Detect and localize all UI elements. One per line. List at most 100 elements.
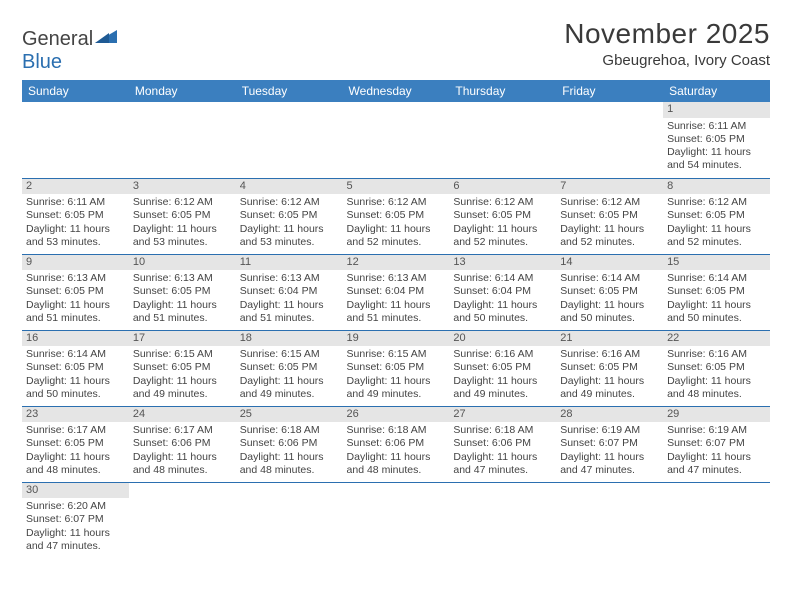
sunset-line: Sunset: 6:06 PM — [453, 437, 552, 450]
calendar-day-cell: 9Sunrise: 6:13 AMSunset: 6:05 PMDaylight… — [22, 254, 129, 330]
logo-text: GeneralBlue — [22, 28, 117, 74]
calendar-day-cell: 20Sunrise: 6:16 AMSunset: 6:05 PMDayligh… — [449, 330, 556, 406]
sunset-line: Sunset: 6:06 PM — [347, 437, 446, 450]
day-number: 13 — [449, 255, 556, 271]
day-number: 8 — [663, 179, 770, 195]
calendar-day-cell: 23Sunrise: 6:17 AMSunset: 6:05 PMDayligh… — [22, 406, 129, 482]
daylight-line: Daylight: 11 hours and 50 minutes. — [26, 375, 125, 401]
day-details: Sunrise: 6:14 AMSunset: 6:04 PMDaylight:… — [449, 270, 556, 328]
calendar-empty-cell — [663, 482, 770, 558]
sunrise-line: Sunrise: 6:17 AM — [26, 424, 125, 437]
day-details: Sunrise: 6:19 AMSunset: 6:07 PMDaylight:… — [663, 422, 770, 480]
header: GeneralBlue November 2025 Gbeugrehoa, Iv… — [22, 18, 770, 74]
sunset-line: Sunset: 6:06 PM — [133, 437, 232, 450]
calendar-day-cell: 19Sunrise: 6:15 AMSunset: 6:05 PMDayligh… — [343, 330, 450, 406]
calendar-day-cell: 26Sunrise: 6:18 AMSunset: 6:06 PMDayligh… — [343, 406, 450, 482]
sunrise-line: Sunrise: 6:13 AM — [133, 272, 232, 285]
calendar-empty-cell — [236, 102, 343, 178]
day-number: 19 — [343, 331, 450, 347]
day-number: 5 — [343, 179, 450, 195]
sunrise-line: Sunrise: 6:15 AM — [240, 348, 339, 361]
sunrise-line: Sunrise: 6:14 AM — [667, 272, 766, 285]
calendar-day-cell: 29Sunrise: 6:19 AMSunset: 6:07 PMDayligh… — [663, 406, 770, 482]
calendar-day-cell: 6Sunrise: 6:12 AMSunset: 6:05 PMDaylight… — [449, 178, 556, 254]
sunset-line: Sunset: 6:05 PM — [26, 437, 125, 450]
day-number: 20 — [449, 331, 556, 347]
day-details: Sunrise: 6:12 AMSunset: 6:05 PMDaylight:… — [343, 194, 450, 252]
sunrise-line: Sunrise: 6:16 AM — [667, 348, 766, 361]
day-details: Sunrise: 6:12 AMSunset: 6:05 PMDaylight:… — [663, 194, 770, 252]
day-details: Sunrise: 6:14 AMSunset: 6:05 PMDaylight:… — [556, 270, 663, 328]
daylight-line: Daylight: 11 hours and 48 minutes. — [133, 451, 232, 477]
sunset-line: Sunset: 6:05 PM — [560, 209, 659, 222]
calendar-day-cell: 11Sunrise: 6:13 AMSunset: 6:04 PMDayligh… — [236, 254, 343, 330]
sunset-line: Sunset: 6:05 PM — [347, 361, 446, 374]
daylight-line: Daylight: 11 hours and 49 minutes. — [133, 375, 232, 401]
sunrise-line: Sunrise: 6:13 AM — [347, 272, 446, 285]
daylight-line: Daylight: 11 hours and 51 minutes. — [133, 299, 232, 325]
sunset-line: Sunset: 6:05 PM — [453, 361, 552, 374]
sunset-line: Sunset: 6:04 PM — [347, 285, 446, 298]
daylight-line: Daylight: 11 hours and 49 minutes. — [453, 375, 552, 401]
day-details: Sunrise: 6:13 AMSunset: 6:04 PMDaylight:… — [343, 270, 450, 328]
daylight-line: Daylight: 11 hours and 52 minutes. — [453, 223, 552, 249]
daylight-line: Daylight: 11 hours and 47 minutes. — [667, 451, 766, 477]
calendar-day-cell: 25Sunrise: 6:18 AMSunset: 6:06 PMDayligh… — [236, 406, 343, 482]
sunrise-line: Sunrise: 6:11 AM — [26, 196, 125, 209]
daylight-line: Daylight: 11 hours and 51 minutes. — [26, 299, 125, 325]
calendar-table: SundayMondayTuesdayWednesdayThursdayFrid… — [22, 80, 770, 558]
logo-word-2: Blue — [22, 51, 62, 73]
daylight-line: Daylight: 11 hours and 51 minutes. — [347, 299, 446, 325]
daylight-line: Daylight: 11 hours and 53 minutes. — [26, 223, 125, 249]
calendar-week-row: 23Sunrise: 6:17 AMSunset: 6:05 PMDayligh… — [22, 406, 770, 482]
sunrise-line: Sunrise: 6:12 AM — [560, 196, 659, 209]
calendar-empty-cell — [556, 482, 663, 558]
day-details: Sunrise: 6:19 AMSunset: 6:07 PMDaylight:… — [556, 422, 663, 480]
sunrise-line: Sunrise: 6:12 AM — [667, 196, 766, 209]
day-number: 9 — [22, 255, 129, 271]
calendar-week-row: 1Sunrise: 6:11 AMSunset: 6:05 PMDaylight… — [22, 102, 770, 178]
calendar-week-row: 9Sunrise: 6:13 AMSunset: 6:05 PMDaylight… — [22, 254, 770, 330]
calendar-empty-cell — [449, 482, 556, 558]
sunrise-line: Sunrise: 6:12 AM — [240, 196, 339, 209]
day-number: 30 — [22, 483, 129, 499]
sunset-line: Sunset: 6:05 PM — [240, 209, 339, 222]
day-details: Sunrise: 6:12 AMSunset: 6:05 PMDaylight:… — [236, 194, 343, 252]
sunset-line: Sunset: 6:05 PM — [667, 285, 766, 298]
calendar-day-cell: 4Sunrise: 6:12 AMSunset: 6:05 PMDaylight… — [236, 178, 343, 254]
day-details: Sunrise: 6:15 AMSunset: 6:05 PMDaylight:… — [129, 346, 236, 404]
calendar-empty-cell — [343, 482, 450, 558]
day-details: Sunrise: 6:14 AMSunset: 6:05 PMDaylight:… — [663, 270, 770, 328]
sunrise-line: Sunrise: 6:14 AM — [26, 348, 125, 361]
day-details: Sunrise: 6:13 AMSunset: 6:05 PMDaylight:… — [22, 270, 129, 328]
location-subtitle: Gbeugrehoa, Ivory Coast — [564, 52, 770, 69]
page-title: November 2025 — [564, 18, 770, 50]
daylight-line: Daylight: 11 hours and 51 minutes. — [240, 299, 339, 325]
sunset-line: Sunset: 6:05 PM — [26, 285, 125, 298]
day-number: 2 — [22, 179, 129, 195]
sunrise-line: Sunrise: 6:13 AM — [26, 272, 125, 285]
day-details: Sunrise: 6:12 AMSunset: 6:05 PMDaylight:… — [556, 194, 663, 252]
day-number: 3 — [129, 179, 236, 195]
day-number: 11 — [236, 255, 343, 271]
column-header: Friday — [556, 80, 663, 102]
sunset-line: Sunset: 6:04 PM — [453, 285, 552, 298]
sunset-line: Sunset: 6:05 PM — [26, 361, 125, 374]
daylight-line: Daylight: 11 hours and 48 minutes. — [240, 451, 339, 477]
calendar-day-cell: 15Sunrise: 6:14 AMSunset: 6:05 PMDayligh… — [663, 254, 770, 330]
calendar-day-cell: 3Sunrise: 6:12 AMSunset: 6:05 PMDaylight… — [129, 178, 236, 254]
column-header: Tuesday — [236, 80, 343, 102]
day-details: Sunrise: 6:18 AMSunset: 6:06 PMDaylight:… — [449, 422, 556, 480]
day-details: Sunrise: 6:16 AMSunset: 6:05 PMDaylight:… — [556, 346, 663, 404]
sunset-line: Sunset: 6:05 PM — [133, 285, 232, 298]
calendar-page: GeneralBlue November 2025 Gbeugrehoa, Iv… — [0, 0, 792, 558]
calendar-week-row: 16Sunrise: 6:14 AMSunset: 6:05 PMDayligh… — [22, 330, 770, 406]
sunset-line: Sunset: 6:05 PM — [133, 361, 232, 374]
day-number: 28 — [556, 407, 663, 423]
sunrise-line: Sunrise: 6:14 AM — [453, 272, 552, 285]
sunset-line: Sunset: 6:05 PM — [560, 361, 659, 374]
sunrise-line: Sunrise: 6:11 AM — [667, 120, 766, 133]
calendar-empty-cell — [22, 102, 129, 178]
sunset-line: Sunset: 6:05 PM — [667, 209, 766, 222]
day-number: 12 — [343, 255, 450, 271]
